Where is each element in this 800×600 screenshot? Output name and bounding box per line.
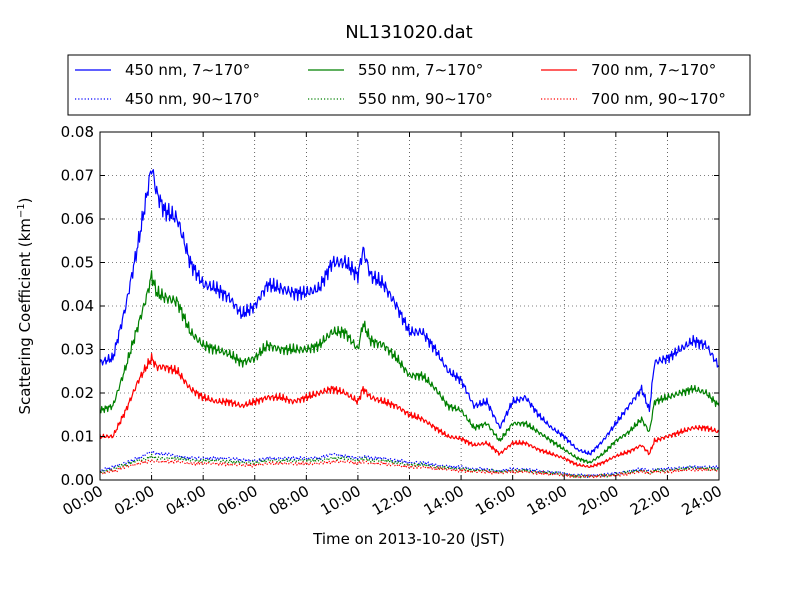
y-axis-label-sup: −1 (16, 203, 27, 218)
legend-label-3: 550 nm, 90∼170° (358, 90, 493, 108)
legend-label-1: 450 nm, 90∼170° (125, 90, 260, 108)
x-axis-label: Time on 2013-10-20 (JST) (312, 530, 505, 548)
legend-label-0: 450 nm, 7∼170° (125, 61, 250, 79)
series-lines (99, 169, 720, 479)
legend-label-4: 700 nm, 7∼170° (591, 61, 716, 79)
legend-label-5: 700 nm, 90∼170° (591, 90, 726, 108)
chart-title: NL131020.dat (345, 22, 472, 43)
series-line-0 (99, 169, 720, 456)
y-axis-label-close: ) (16, 197, 34, 203)
y-tick-label: 0.07 (61, 167, 94, 185)
y-tick-label: 0.02 (61, 384, 94, 402)
y-tick-label: 0.03 (61, 341, 94, 359)
y-axis-label: Scattering Coefficient (km−1) (16, 197, 34, 414)
y-tick-label: 0.00 (61, 471, 94, 489)
series-line-2 (99, 270, 720, 464)
y-tick-label: 0.06 (61, 210, 94, 228)
legend: 450 nm, 7∼170° 450 nm, 90∼170° 550 nm, 7∼1… (67, 54, 751, 116)
y-axis-label-main: Scattering Coefficient (km (16, 218, 34, 414)
series-line-4 (99, 353, 720, 468)
y-tick-label: 0.01 (61, 428, 94, 446)
y-tick-label: 0.08 (61, 123, 94, 141)
series-line-3 (99, 453, 720, 479)
legend-frame (67, 54, 751, 116)
legend-label-2: 550 nm, 7∼170° (358, 61, 483, 79)
y-tick-label: 0.05 (61, 254, 94, 272)
y-tick-label: 0.04 (61, 297, 94, 315)
series-line-1 (99, 451, 720, 478)
